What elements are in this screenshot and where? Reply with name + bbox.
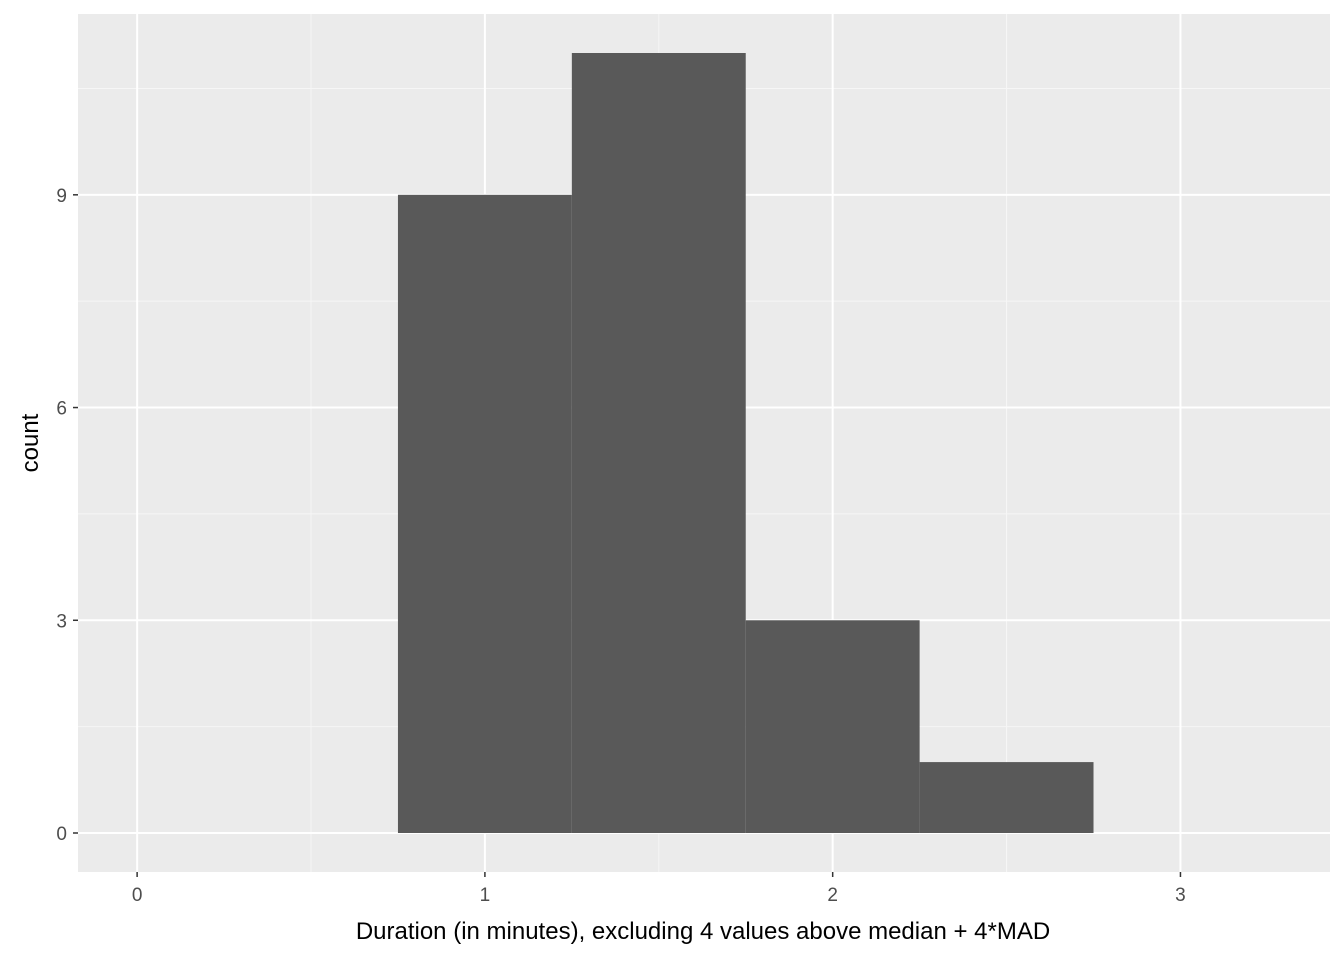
- x-tick-label: 0: [132, 885, 143, 906]
- x-tick-label: 3: [1175, 885, 1186, 906]
- histogram-bar: [397, 194, 572, 833]
- x-axis-title: Duration (in minutes), excluding 4 value…: [356, 918, 1050, 945]
- y-tick-label: 6: [56, 399, 67, 420]
- x-axis: 0 1 2 3: [132, 872, 1186, 906]
- y-tick-label: 3: [56, 611, 67, 632]
- y-axis-title: count: [17, 413, 44, 472]
- y-tick-label: 9: [56, 186, 67, 207]
- y-tick-label: 0: [56, 824, 67, 845]
- y-axis: 0 3 6 9: [56, 186, 78, 845]
- histogram-bar: [571, 53, 746, 833]
- histogram-bar: [745, 620, 920, 833]
- x-tick-label: 1: [480, 885, 491, 906]
- histogram-bar: [919, 762, 1094, 833]
- histogram-bars: [397, 53, 1094, 833]
- x-tick-label: 2: [827, 885, 838, 906]
